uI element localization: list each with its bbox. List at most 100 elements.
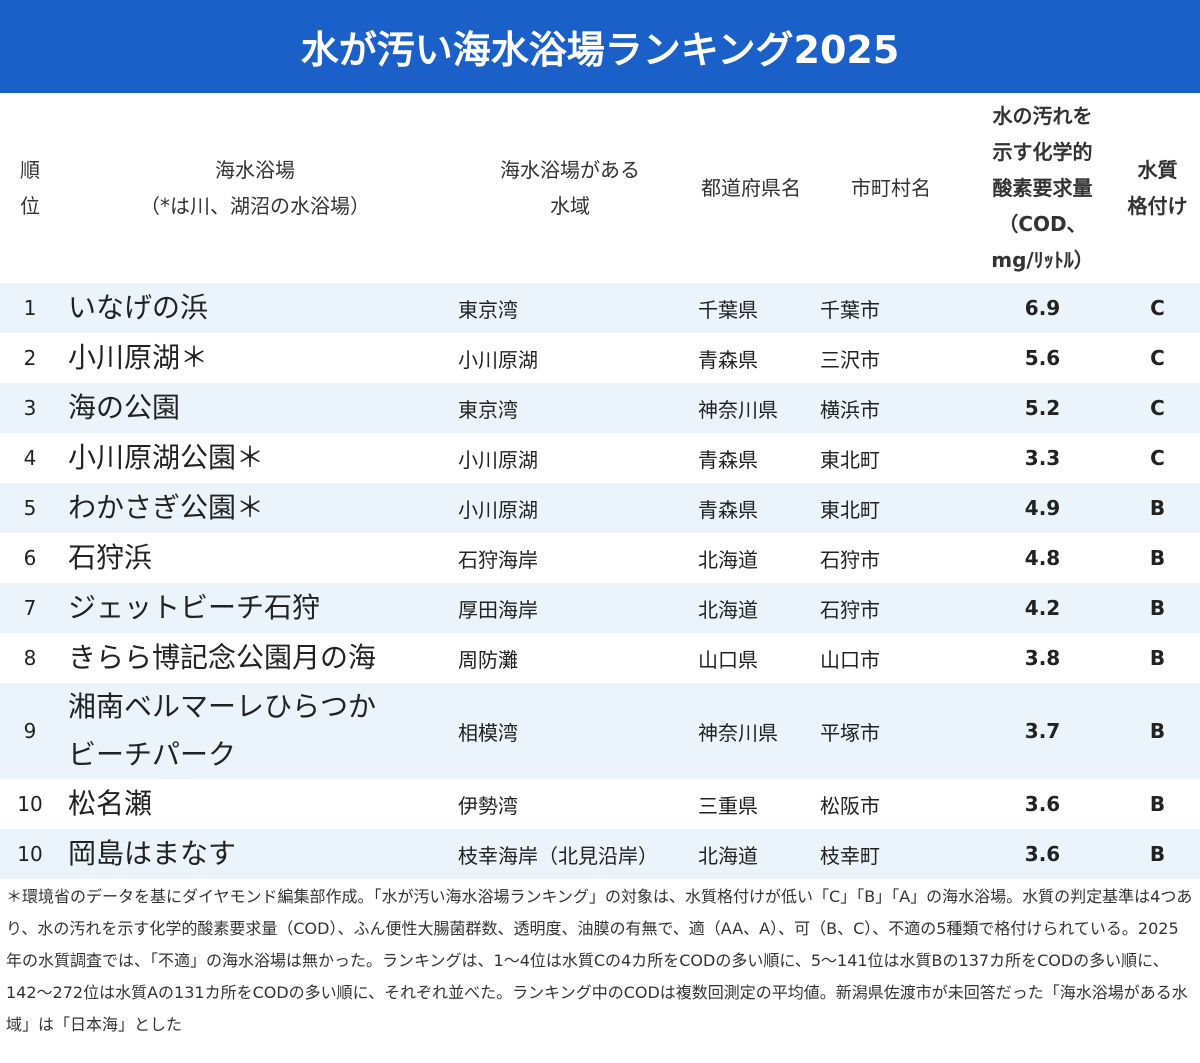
table-cell: きらら博記念公園月の海 bbox=[68, 641, 377, 674]
column-header: 水質 格付け bbox=[1127, 158, 1188, 218]
table-row: 10 松名瀬 伊勢湾 三重県 松阪市 3.6 B bbox=[0, 779, 1200, 829]
footnote: ＊環境省のデータを基にダイヤモンド編集部作成。「水が汚い海水浴場ランキング」の対… bbox=[6, 887, 1193, 1034]
title: 水が汚い海水浴場ランキング2025 bbox=[0, 0, 1200, 93]
table-cell: 5.6 bbox=[1024, 346, 1061, 370]
table-cell: B bbox=[1149, 646, 1166, 670]
table-cell: 周防灘 bbox=[458, 647, 518, 672]
table-cell: 3.7 bbox=[970, 683, 1115, 779]
table-cell: 小川原湖 bbox=[458, 447, 538, 472]
table-cell: 4 bbox=[23, 446, 37, 470]
column-header: 水の汚れを 示す化学的 酸素要求量 （COD、 mg/ﾘｯﾄﾙ） bbox=[991, 104, 1094, 272]
column-header: 順 位 bbox=[20, 158, 40, 218]
table-cell: わかさぎ公園＊ bbox=[60, 483, 450, 533]
table-cell: 海の公園 bbox=[60, 383, 450, 433]
table-cell: 石狩浜 bbox=[68, 541, 153, 574]
table-row: 2 小川原湖＊ 小川原湖 青森県 三沢市 5.6 C bbox=[0, 333, 1200, 383]
table-cell: 東北町 bbox=[812, 483, 970, 533]
table-cell: B bbox=[1149, 546, 1166, 570]
table-cell: 湘南ベルマーレひらつか ビーチパーク bbox=[60, 683, 450, 779]
table-cell: 3 bbox=[0, 383, 60, 433]
table-cell: 山口県 bbox=[698, 647, 758, 672]
table-cell: 神奈川県 bbox=[690, 683, 812, 779]
table-cell: B bbox=[1149, 792, 1166, 816]
table-cell: 2 bbox=[23, 346, 37, 370]
table-cell: 松名瀬 bbox=[68, 787, 153, 820]
table-cell: いなげの浜 bbox=[60, 283, 450, 333]
table-cell: 横浜市 bbox=[812, 383, 970, 433]
column-header: 都道府県名 bbox=[701, 176, 801, 200]
table-row: 3 海の公園 東京湾 神奈川県 横浜市 5.2 C bbox=[0, 383, 1200, 433]
table-cell: 神奈川県 bbox=[690, 383, 812, 433]
table-cell: 石狩海岸 bbox=[458, 547, 538, 572]
ranking-table: 順 位 海水浴場 （*は川、湖沼の水浴場） 海水浴場がある 水域 都道府県名 市町村名 水… bbox=[0, 93, 1200, 879]
table-cell: 5.2 bbox=[970, 383, 1115, 433]
table-cell: 相模湾 bbox=[450, 683, 690, 779]
table-cell: 4.2 bbox=[970, 583, 1115, 633]
table-cell: 東京湾 bbox=[450, 383, 690, 433]
table-cell: 三重県 bbox=[698, 793, 758, 818]
table-cell: 三沢市 bbox=[820, 347, 880, 372]
table-cell: 6 bbox=[23, 546, 37, 570]
table-cell: 3.3 bbox=[1024, 446, 1061, 470]
table-cell: 10 bbox=[17, 792, 43, 816]
table-cell: B bbox=[1115, 583, 1200, 633]
table-cell: 青森県 bbox=[698, 347, 758, 372]
table-cell: 6.9 bbox=[970, 283, 1115, 333]
table-cell: 1 bbox=[0, 283, 60, 333]
table-cell: ジェットビーチ石狩 bbox=[60, 583, 450, 633]
table-row: 10 岡島はまなす 枝幸海岸（北見沿岸） 北海道 枝幸町 3.6 B bbox=[0, 829, 1200, 879]
table-row: 4 小川原湖公園＊ 小川原湖 青森県 東北町 3.3 C bbox=[0, 433, 1200, 483]
column-header: 海水浴場がある 水域 bbox=[500, 158, 640, 218]
table-cell: 3.6 bbox=[1024, 792, 1061, 816]
table-cell: 厚田海岸 bbox=[450, 583, 690, 633]
table-cell: 平塚市 bbox=[812, 683, 970, 779]
header-row: 順 位 海水浴場 （*は川、湖沼の水浴場） 海水浴場がある 水域 都道府県名 市町村名 水… bbox=[0, 93, 1200, 283]
table-cell: C bbox=[1150, 446, 1165, 470]
table-cell: 5 bbox=[0, 483, 60, 533]
table-cell: 3.8 bbox=[1024, 646, 1061, 670]
table-cell: 小川原湖 bbox=[458, 347, 538, 372]
table-cell: B bbox=[1115, 483, 1200, 533]
table-cell: 石狩市 bbox=[812, 583, 970, 633]
table-cell: 千葉市 bbox=[812, 283, 970, 333]
table-row: 9 湘南ベルマーレひらつか ビーチパーク 相模湾 神奈川県 平塚市 3.7 B bbox=[0, 683, 1200, 779]
column-header: 海水浴場 （*は川、湖沼の水浴場） bbox=[140, 158, 370, 218]
table-row: 1 いなげの浜 東京湾 千葉県 千葉市 6.9 C bbox=[0, 283, 1200, 333]
table-row: 8 きらら博記念公園月の海 周防灘 山口県 山口市 3.8 B bbox=[0, 633, 1200, 683]
table-cell: 東京湾 bbox=[450, 283, 690, 333]
table-cell: 小川原湖 bbox=[450, 483, 690, 533]
table-cell: 8 bbox=[23, 646, 37, 670]
table-cell: 4.8 bbox=[1024, 546, 1061, 570]
table-cell: 青森県 bbox=[698, 447, 758, 472]
table-cell: 岡島はまなす bbox=[60, 829, 450, 879]
table-cell: 松阪市 bbox=[820, 793, 880, 818]
table-cell: 10 bbox=[0, 829, 60, 879]
table-cell: 千葉県 bbox=[690, 283, 812, 333]
table-cell: 小川原湖公園＊ bbox=[68, 441, 265, 474]
table-cell: 3.6 bbox=[970, 829, 1115, 879]
table-cell: 山口市 bbox=[820, 647, 880, 672]
table-row: 5 わかさぎ公園＊ 小川原湖 青森県 東北町 4.9 B bbox=[0, 483, 1200, 533]
table-cell: 9 bbox=[0, 683, 60, 779]
table-cell: B bbox=[1115, 683, 1200, 779]
table-row: 7 ジェットビーチ石狩 厚田海岸 北海道 石狩市 4.2 B bbox=[0, 583, 1200, 633]
column-header: 市町村名 bbox=[851, 176, 931, 200]
table-cell: 小川原湖＊ bbox=[68, 341, 209, 374]
table-row: 6 石狩浜 石狩海岸 北海道 石狩市 4.8 B bbox=[0, 533, 1200, 583]
table-cell: B bbox=[1115, 829, 1200, 879]
table-body: 1 いなげの浜 東京湾 千葉県 千葉市 6.9 C 2 小川原湖＊ 小川原湖 青森県 三沢市 5.6 C 3… bbox=[0, 283, 1200, 879]
table-cell: 7 bbox=[0, 583, 60, 633]
table-cell: 東北町 bbox=[820, 447, 880, 472]
table-cell: 青森県 bbox=[690, 483, 812, 533]
table-cell: 北海道 bbox=[690, 829, 812, 879]
table-cell: C bbox=[1150, 346, 1165, 370]
table-cell: 枝幸海岸（北見沿岸） bbox=[450, 829, 690, 879]
table-cell: C bbox=[1115, 283, 1200, 333]
table-cell: 北海道 bbox=[690, 583, 812, 633]
table-cell: 4.9 bbox=[970, 483, 1115, 533]
table-cell: C bbox=[1115, 383, 1200, 433]
table-cell: 北海道 bbox=[698, 547, 758, 572]
table-cell: 伊勢湾 bbox=[458, 793, 518, 818]
table-cell: 石狩市 bbox=[820, 547, 880, 572]
